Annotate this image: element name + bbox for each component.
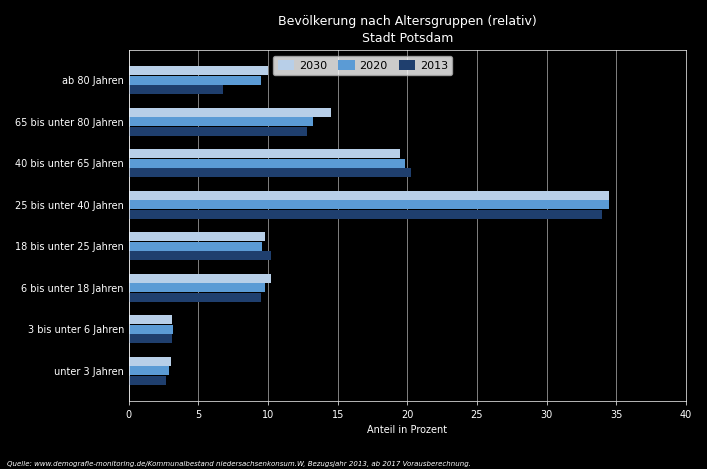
Text: Quelle: www.demografie-monitoring.de/Kommunalbestand niedersachsenkonsum.W, Bezu: Quelle: www.demografie-monitoring.de/Kom… <box>7 461 471 467</box>
Bar <box>129 200 609 209</box>
Bar <box>129 168 411 177</box>
Bar <box>129 242 262 251</box>
Bar <box>129 334 172 343</box>
Bar <box>129 159 404 168</box>
Bar <box>129 210 602 219</box>
Bar <box>129 108 331 117</box>
Bar <box>129 232 265 241</box>
Legend: 2030, 2020, 2013: 2030, 2020, 2013 <box>274 56 452 75</box>
Bar <box>129 356 170 366</box>
Bar <box>129 273 271 283</box>
Bar <box>129 66 268 76</box>
Bar <box>129 85 223 94</box>
Bar <box>129 366 169 375</box>
Bar <box>129 76 261 85</box>
X-axis label: Anteil in Prozent: Anteil in Prozent <box>367 425 448 435</box>
Title: Bevölkerung nach Altersgruppen (relativ)
Stadt Potsdam: Bevölkerung nach Altersgruppen (relativ)… <box>278 15 537 45</box>
Bar <box>129 251 271 260</box>
Bar <box>129 117 312 126</box>
Bar <box>129 293 261 302</box>
Bar <box>129 149 400 159</box>
Bar <box>129 283 265 292</box>
Bar <box>129 376 166 385</box>
Bar <box>129 191 609 200</box>
Bar <box>129 325 173 334</box>
Bar <box>129 127 307 136</box>
Bar <box>129 315 172 324</box>
